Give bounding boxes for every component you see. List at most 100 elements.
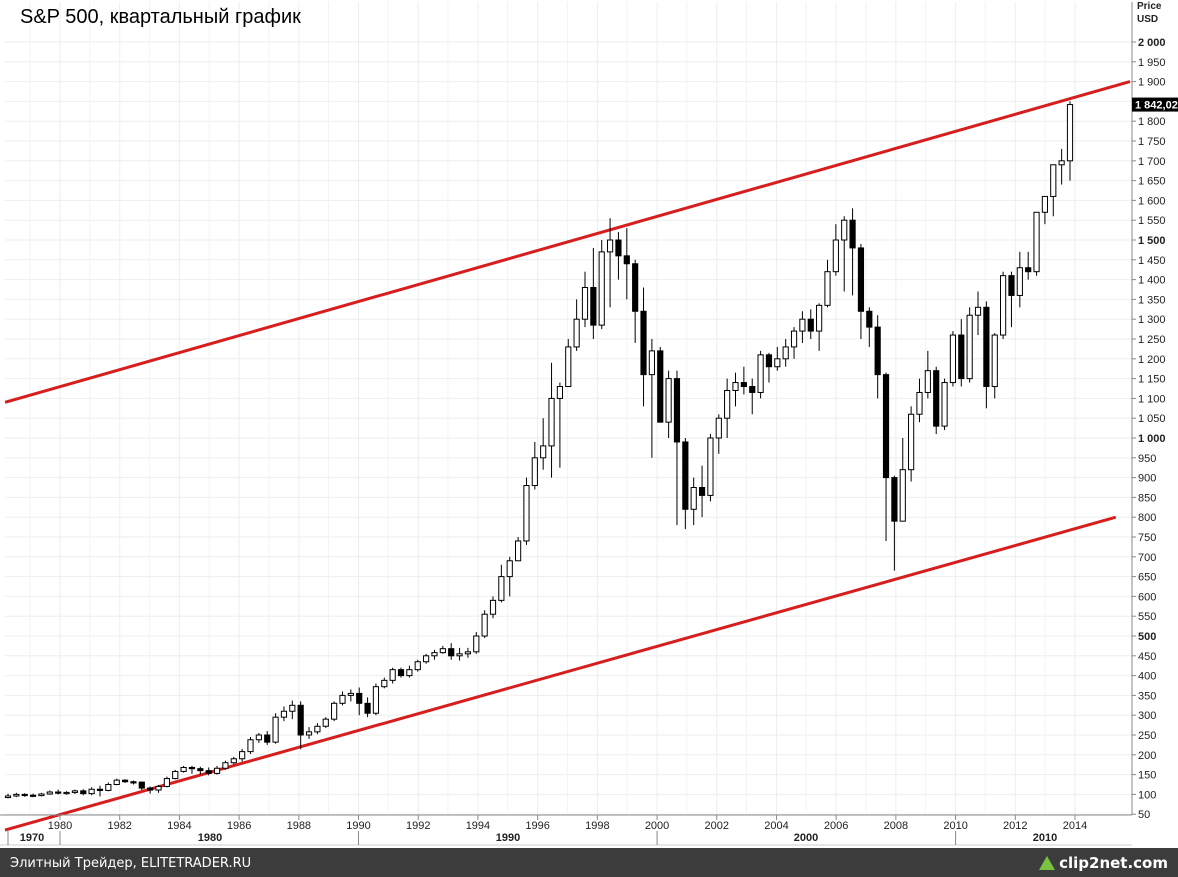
x-tick-label: 1994 <box>466 820 490 832</box>
brand[interactable]: clip2net.com <box>1039 853 1168 873</box>
candle-body-down <box>698 487 706 496</box>
candle <box>682 438 689 530</box>
candle <box>498 564 505 603</box>
candle <box>774 346 781 371</box>
candle-body-up <box>540 445 547 459</box>
candle-body-down <box>80 790 87 795</box>
candle <box>105 782 112 792</box>
candle-body-up <box>423 655 430 663</box>
candle <box>1050 164 1057 217</box>
last-price-box <box>1132 97 1178 112</box>
decade-label: 2000 <box>794 832 818 844</box>
candle-body-up <box>347 692 354 696</box>
candle-body-up <box>13 793 20 797</box>
candle <box>38 792 45 797</box>
candle-body-down <box>297 704 304 736</box>
candle <box>481 610 488 638</box>
x-tick-label: 2002 <box>705 820 729 832</box>
y-tick-label: 1 050 <box>1138 413 1166 425</box>
candle <box>63 791 70 795</box>
candle-body-up <box>732 382 739 391</box>
y-tick-label: 2 000 <box>1138 37 1166 49</box>
candle <box>983 301 990 409</box>
candle <box>1041 195 1049 225</box>
candle <box>130 780 137 785</box>
y-tick-label: 250 <box>1138 730 1156 742</box>
candle <box>222 760 229 770</box>
candle <box>874 315 881 399</box>
candle-body-up <box>431 652 438 657</box>
candle-body-down <box>29 794 37 797</box>
candle <box>732 372 739 407</box>
x-tick-label: 1990 <box>346 820 370 832</box>
x-tick-label: 1992 <box>406 820 430 832</box>
candle-body-up <box>966 314 973 380</box>
candle-body-up <box>782 346 789 360</box>
candle <box>615 232 622 280</box>
candle <box>581 271 589 328</box>
candle-body-up <box>774 358 781 368</box>
candle <box>372 683 380 716</box>
candle <box>606 218 614 308</box>
candle <box>289 700 296 720</box>
y-tick-label: 1 800 <box>1138 116 1166 128</box>
candle-body-up <box>489 599 497 615</box>
candle <box>648 339 655 458</box>
candle-body-down <box>121 779 129 783</box>
candle-body-up <box>715 417 722 439</box>
y-tick-label: 1 300 <box>1138 314 1166 326</box>
decade-label: 1990 <box>496 832 520 844</box>
candle <box>1058 148 1065 185</box>
candle <box>949 331 957 387</box>
candle-body-up <box>180 766 187 772</box>
candle-body-up <box>155 785 162 791</box>
candle-body-down <box>682 441 689 510</box>
candle-body-up <box>113 779 120 785</box>
candle-body-up <box>816 304 823 332</box>
candle <box>230 756 237 765</box>
candle-body-up <box>548 397 555 447</box>
candle-body-down <box>866 310 873 328</box>
candle <box>866 307 873 347</box>
candle-body-down <box>933 370 940 427</box>
y-tick-label: 450 <box>1138 651 1156 663</box>
y-tick-label: 950 <box>1138 453 1156 465</box>
candle <box>96 785 104 797</box>
candle-body-up <box>908 413 915 471</box>
candle-body-up <box>974 306 982 316</box>
candle-body-up <box>247 739 254 753</box>
y-tick-label: 1 100 <box>1138 393 1166 405</box>
y-tick-label: 1 750 <box>1138 136 1166 148</box>
y-tick-label: 1 950 <box>1138 57 1166 69</box>
candle <box>364 697 371 718</box>
candle-body-up <box>381 679 388 688</box>
candle-body-down <box>21 793 28 797</box>
candle-body-up <box>239 751 246 760</box>
candle <box>347 689 354 702</box>
candle <box>891 475 898 571</box>
candle <box>966 307 973 383</box>
candle-body-up <box>255 734 262 741</box>
y-tick-label: 1 650 <box>1138 176 1166 188</box>
candle <box>724 378 731 438</box>
candle-body-down <box>264 734 271 743</box>
candle <box>473 632 480 654</box>
candle <box>456 647 463 661</box>
candle <box>824 259 831 308</box>
candle <box>515 537 522 562</box>
candle <box>239 748 246 762</box>
candle-body-up <box>581 287 589 320</box>
y-tick-label: 350 <box>1138 690 1156 702</box>
y-tick-label: 300 <box>1138 710 1156 722</box>
candle-body-up <box>289 704 296 712</box>
candle-body-down <box>849 219 856 249</box>
y-tick-label: 850 <box>1138 492 1156 504</box>
candle-body-up <box>556 386 563 399</box>
y-tick-label: 550 <box>1138 611 1156 623</box>
candle <box>799 311 806 343</box>
candle <box>1033 211 1040 276</box>
candle-body-down <box>590 287 597 326</box>
candle-body-down <box>55 791 62 794</box>
